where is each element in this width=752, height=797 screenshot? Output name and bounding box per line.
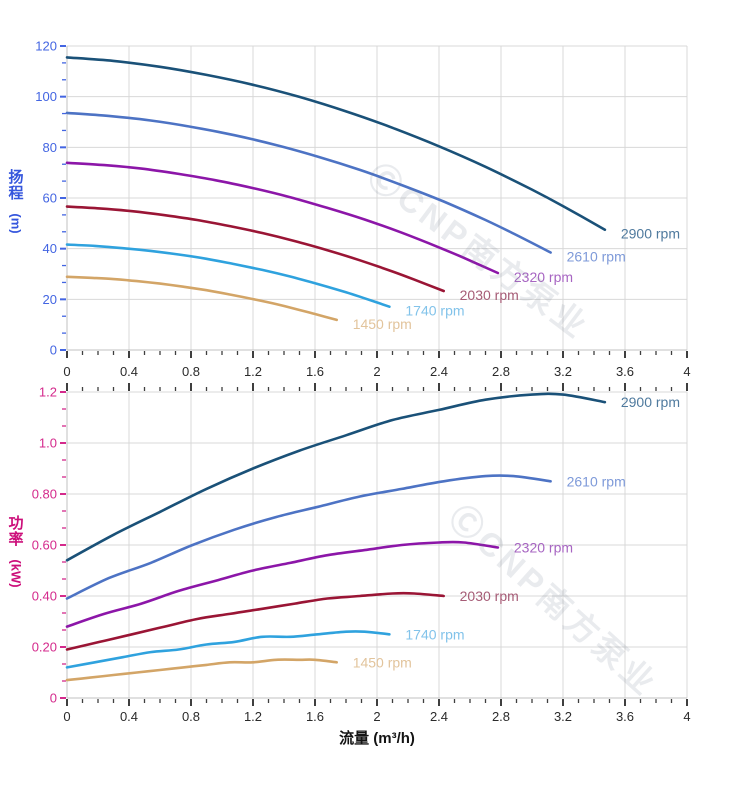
head-axis-title: 扬程 (m)	[5, 169, 27, 234]
x-tick-label: 2.8	[492, 364, 510, 379]
x-tick-label: 2	[373, 364, 380, 379]
x-tick-label: 2.4	[430, 709, 448, 724]
curve-1740-rpm	[65, 630, 391, 669]
head-chart: 0 0.4 0.8 1.2 1.6 2 2.4 2.8 3.2 3.6 40204060801001…	[35, 39, 690, 380]
y-tick-label: 80	[43, 140, 57, 155]
x-tick-label: 0.8	[182, 709, 200, 724]
curve-2900-rpm	[65, 56, 607, 231]
y-tick-label: 100	[35, 89, 57, 104]
series-label-2030-rpm: 2030 rpm	[460, 287, 519, 303]
series-label-2320-rpm: 2320 rpm	[514, 269, 573, 285]
power-chart: 0 0.4 0.8 1.2 1.6 2 2.4 2.8 3.2 3.6 4 0 0.20 0.40 0.60…	[32, 383, 691, 724]
y-tick-label: 60	[43, 191, 57, 206]
y-tick-label: 0.40	[32, 589, 57, 604]
curve-2610-rpm	[65, 474, 552, 600]
y-tick-label: 20	[43, 292, 57, 307]
x-tick-label: 2.4	[430, 364, 448, 379]
x-tick-label: 0	[63, 709, 70, 724]
curve-1450-rpm	[65, 275, 338, 322]
x-tick-label: 4	[683, 364, 690, 379]
y-tick-label: 0	[50, 343, 57, 358]
curve-2030-rpm	[65, 205, 445, 293]
y-tick-label: 120	[35, 39, 57, 54]
x-tick-label: 4	[683, 709, 690, 724]
curve-2320-rpm	[65, 161, 500, 275]
x-tick-label: 2.8	[492, 709, 510, 724]
curve-1450-rpm	[65, 658, 338, 682]
y-tick-label: 0.80	[32, 487, 57, 502]
x-tick-label: 0.4	[120, 364, 138, 379]
x-tick-label: 3.2	[554, 709, 572, 724]
curve-1740-rpm	[65, 243, 391, 308]
flow-axis-title: 流量 (m³/h)	[339, 730, 415, 747]
x-tick-label: 1.2	[244, 709, 262, 724]
x-tick-label: 0	[63, 364, 70, 379]
series-label-2030-rpm: 2030 rpm	[460, 588, 519, 604]
series-label-1450-rpm: 1450 rpm	[353, 316, 412, 332]
x-tick-label: 1.6	[306, 364, 324, 379]
series-label-2320-rpm: 2320 rpm	[514, 540, 573, 556]
curve-2610-rpm	[65, 111, 552, 254]
y-tick-label: 0.20	[32, 640, 57, 655]
x-tick-label: 3.6	[616, 364, 634, 379]
power-axis-title: 功率 (kW)	[5, 515, 27, 588]
y-tick-label: 1.2	[39, 385, 57, 400]
series-label-2900-rpm: 2900 rpm	[621, 226, 680, 242]
series-label-1740-rpm: 1740 rpm	[405, 626, 464, 642]
x-tick-label: 1.6	[306, 709, 324, 724]
x-tick-label: 0.8	[182, 364, 200, 379]
series-label-1740-rpm: 1740 rpm	[405, 303, 464, 319]
x-tick-label: 0.4	[120, 709, 138, 724]
power-axis-unit: (kW)	[8, 559, 24, 588]
x-tick-label: 3.2	[554, 364, 572, 379]
curve-2320-rpm	[65, 540, 500, 628]
head-axis-unit: (m)	[8, 213, 24, 234]
x-tick-label: 3.6	[616, 709, 634, 724]
y-tick-label: 0	[50, 691, 57, 706]
x-tick-label: 2	[373, 709, 380, 724]
curve-2900-rpm	[65, 392, 607, 562]
y-tick-label: 1.0	[39, 436, 57, 451]
head-axis-title-text: 扬程	[8, 169, 24, 202]
power-axis-title-text: 功率	[8, 515, 24, 548]
series-label-2900-rpm: 2900 rpm	[621, 394, 680, 410]
series-label-1450-rpm: 1450 rpm	[353, 654, 412, 670]
series-label-2610-rpm: 2610 rpm	[567, 248, 626, 264]
x-tick-label: 1.2	[244, 364, 262, 379]
y-tick-label: 40	[43, 241, 57, 256]
series-label-2610-rpm: 2610 rpm	[567, 473, 626, 489]
curve-2030-rpm	[65, 591, 445, 651]
y-tick-label: 0.60	[32, 538, 57, 553]
